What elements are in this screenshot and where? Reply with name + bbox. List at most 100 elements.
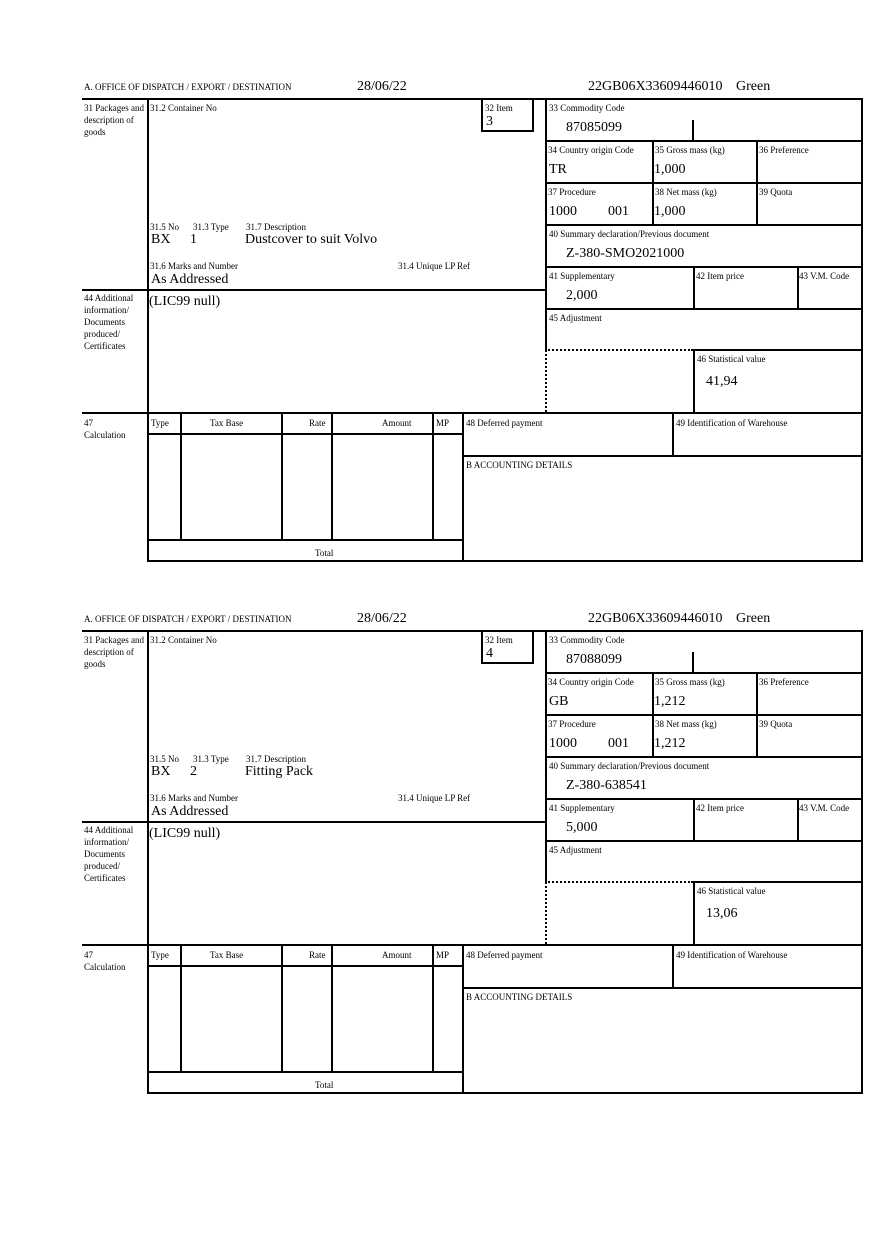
rule xyxy=(672,412,674,456)
rule xyxy=(147,1071,463,1073)
rule xyxy=(545,714,863,716)
rule xyxy=(462,412,464,561)
origin-value: TR xyxy=(549,162,567,177)
rule xyxy=(147,433,463,435)
calc-mp-label: MP xyxy=(436,950,450,960)
date: 28/06/22 xyxy=(357,611,407,626)
net-mass-value: 1,000 xyxy=(654,204,686,219)
origin-label: 34 Country origin Code xyxy=(548,677,634,687)
rule xyxy=(281,944,283,1072)
rule xyxy=(532,632,534,664)
deferred-payment-label: 48 Deferred payment xyxy=(466,950,543,960)
item-number: 3 xyxy=(486,114,493,129)
dotted-rule xyxy=(545,350,547,412)
rule xyxy=(82,630,863,632)
additional-info-value: (LIC99 null) xyxy=(149,294,221,309)
packages-label: 31 Packages and description of goods xyxy=(84,103,144,137)
gross-mass-label: 35 Gross mass (kg) xyxy=(655,677,725,687)
rule xyxy=(462,987,863,989)
unique-ref-label: 31.4 Unique LP Ref xyxy=(398,793,471,803)
additional-info-label: 44 Additional information/ Documents pro… xyxy=(84,825,134,883)
route-status: Green xyxy=(736,79,771,94)
dotted-rule xyxy=(545,882,547,944)
supplementary-label: 41 Supplementary xyxy=(549,803,615,813)
rule xyxy=(545,756,863,758)
warehouse-label: 49 Identification of Warehouse xyxy=(676,418,788,428)
vm-code-label: 43 V.M. Code xyxy=(799,803,850,813)
item-number: 4 xyxy=(486,646,493,661)
dotted-rule xyxy=(545,881,693,883)
rule xyxy=(861,630,863,1094)
total-label: Total xyxy=(315,548,334,558)
container-no-label: 31.2 Container No xyxy=(150,103,217,113)
rule xyxy=(481,632,483,664)
accounting-details-label: B ACCOUNTING DETAILS xyxy=(466,992,573,1002)
rule xyxy=(797,798,799,841)
calculation-label: 47 Calculation xyxy=(84,418,126,440)
rule xyxy=(545,182,863,184)
package-no-label: 31.5 No xyxy=(150,754,179,764)
additional-info-value: (LIC99 null) xyxy=(149,826,221,841)
rule xyxy=(692,120,694,141)
item-label: 32 Item xyxy=(485,103,513,113)
package-no-label: 31.5 No xyxy=(150,222,179,232)
previous-document-value: Z-380-SMO2021000 xyxy=(566,246,685,261)
package-count-value: 1 xyxy=(190,232,197,247)
unique-ref-label: 31.4 Unique LP Ref xyxy=(398,261,471,271)
declaration-item-block: A. OFFICE OF DISPATCH / EXPORT / DESTINA… xyxy=(0,611,882,1094)
gross-mass-label: 35 Gross mass (kg) xyxy=(655,145,725,155)
rule xyxy=(692,652,694,673)
origin-label: 34 Country origin Code xyxy=(548,145,634,155)
rule xyxy=(545,840,863,842)
rule xyxy=(693,881,695,945)
rule xyxy=(693,266,695,309)
procedure-value: 1000 xyxy=(549,204,577,219)
rule xyxy=(147,539,463,541)
vm-code-label: 43 V.M. Code xyxy=(799,271,850,281)
container-no-label: 31.2 Container No xyxy=(150,635,217,645)
rule xyxy=(432,944,434,1072)
calc-amount-label: Amount xyxy=(382,950,412,960)
package-count-value: 2 xyxy=(190,764,197,779)
supplementary-value: 5,000 xyxy=(566,820,598,835)
rule xyxy=(82,98,863,100)
supplementary-label: 41 Supplementary xyxy=(549,271,615,281)
statistical-value-value: 13,06 xyxy=(706,906,738,921)
item-label: 32 Item xyxy=(485,635,513,645)
net-mass-label: 38 Net mass (kg) xyxy=(655,719,717,729)
rule xyxy=(432,412,434,540)
origin-value: GB xyxy=(549,694,569,709)
rule xyxy=(331,944,333,1072)
commodity-code-label: 33 Commodity Code xyxy=(549,103,625,113)
marks-label: 31.6 Marks and Number xyxy=(150,261,238,271)
package-kind-value: BX xyxy=(151,764,171,779)
procedure-label: 37 Procedure xyxy=(548,187,596,197)
package-kind-value: BX xyxy=(151,232,171,247)
quota-label: 39 Quota xyxy=(759,719,793,729)
package-type-label: 31.3 Type xyxy=(193,754,229,764)
procedure-additional-value: 001 xyxy=(608,204,629,219)
rule xyxy=(82,289,546,291)
total-label: Total xyxy=(315,1080,334,1090)
rule xyxy=(82,412,863,414)
rule xyxy=(147,965,463,967)
warehouse-label: 49 Identification of Warehouse xyxy=(676,950,788,960)
quota-label: 39 Quota xyxy=(759,187,793,197)
adjustment-label: 45 Adjustment xyxy=(549,845,602,855)
calculation-label: 47 Calculation xyxy=(84,950,126,972)
rule xyxy=(545,308,863,310)
statistical-value-label: 46 Statistical value xyxy=(697,354,766,364)
deferred-payment-label: 48 Deferred payment xyxy=(466,418,543,428)
additional-info-label: 44 Additional information/ Documents pro… xyxy=(84,293,134,351)
calc-type-label: Type xyxy=(151,950,169,960)
rule xyxy=(545,140,863,142)
rule xyxy=(147,560,863,562)
rule xyxy=(481,662,534,664)
rule xyxy=(545,224,863,226)
rule xyxy=(147,1092,863,1094)
dotted-rule xyxy=(545,349,693,351)
procedure-additional-value: 001 xyxy=(608,736,629,751)
adjustment-label: 45 Adjustment xyxy=(549,313,602,323)
supplementary-value: 2,000 xyxy=(566,288,598,303)
declaration-item-block: A. OFFICE OF DISPATCH / EXPORT / DESTINA… xyxy=(0,79,882,562)
